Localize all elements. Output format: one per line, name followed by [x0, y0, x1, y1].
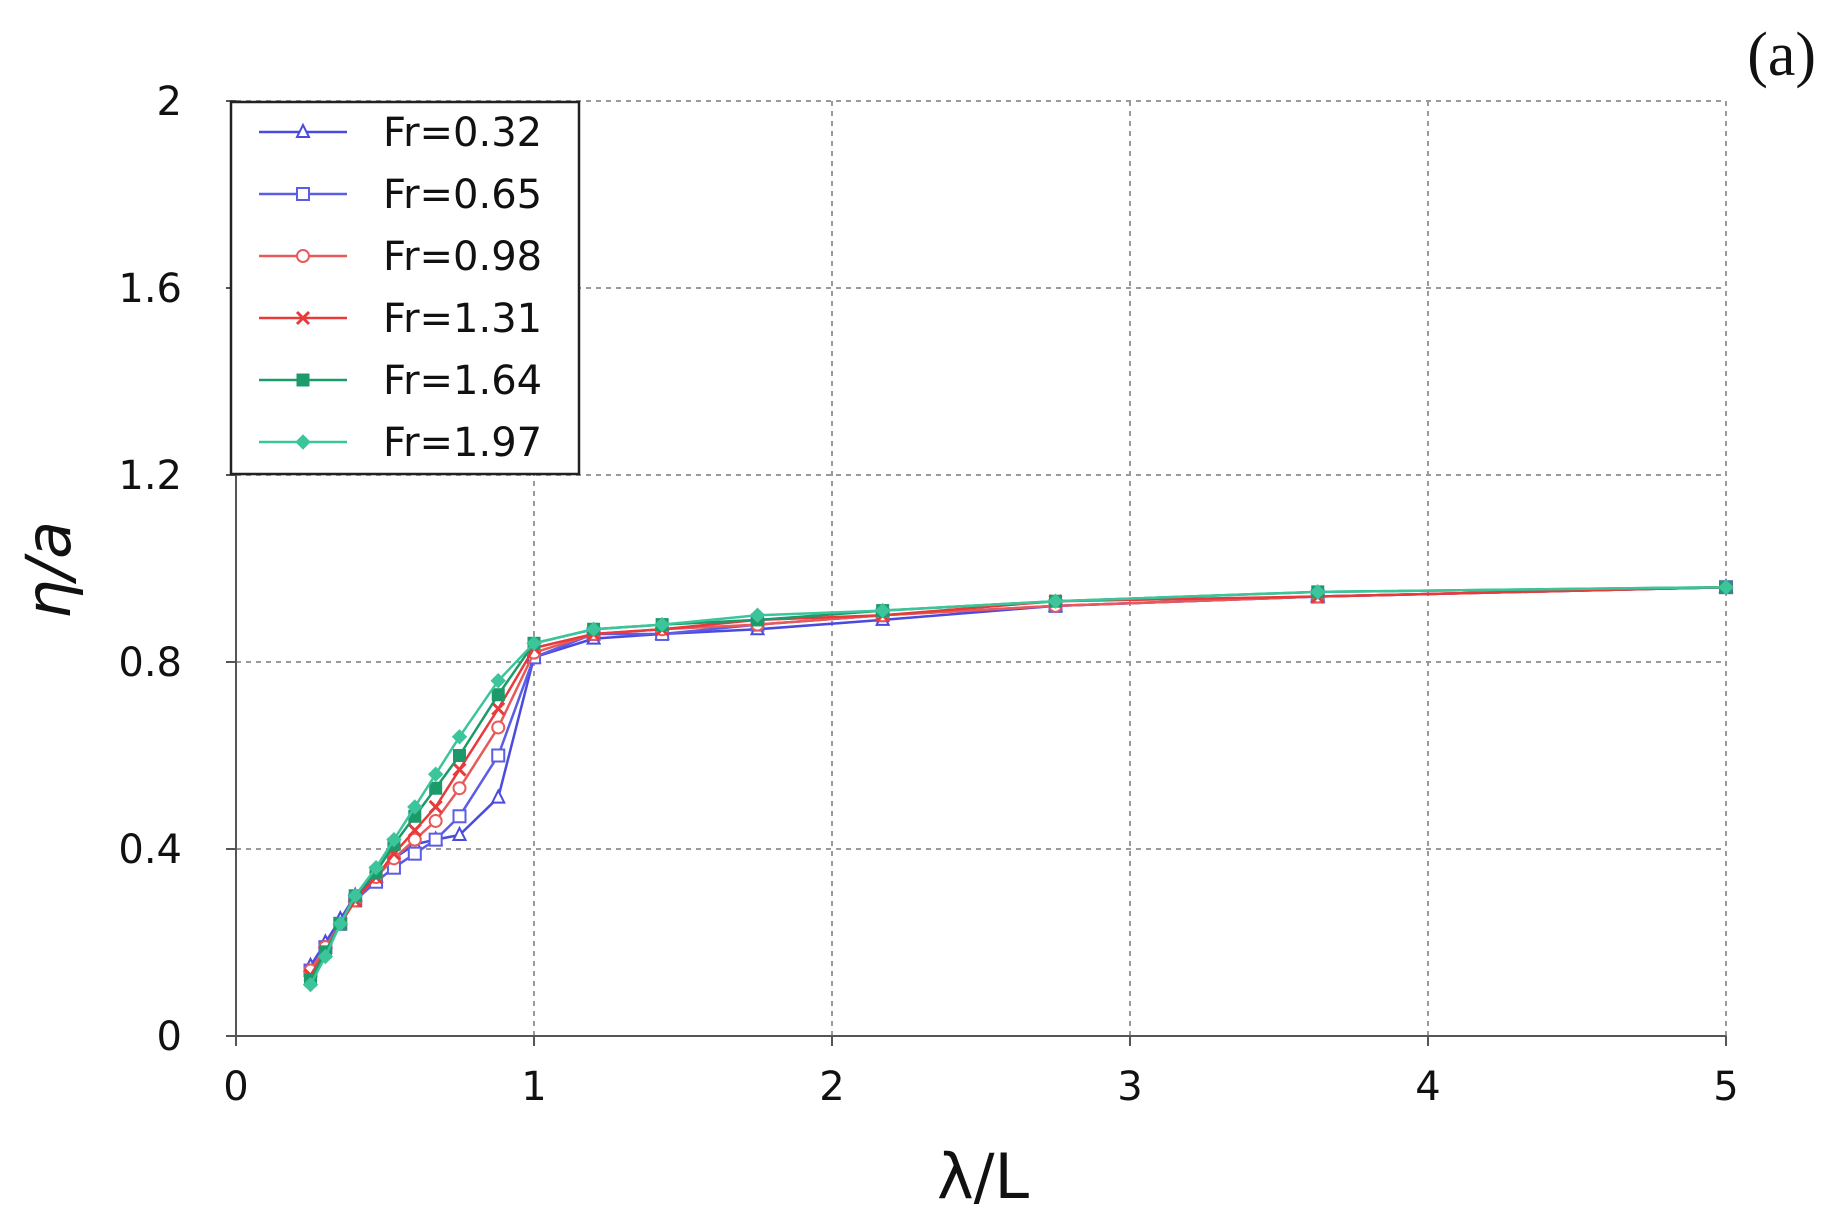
legend-label-6: Fr=1.97	[383, 420, 542, 466]
legend-box	[229, 100, 581, 476]
series-1-point-9	[451, 825, 468, 841]
x-tick-label-2: 2	[819, 1064, 844, 1110]
series-6-point-18	[1718, 579, 1734, 595]
legend-label-5: Fr=1.64	[383, 358, 542, 404]
series-5-point-8	[429, 781, 443, 795]
x-tick-label-5: 5	[1713, 1064, 1738, 1110]
x-tick-label-0: 0	[223, 1064, 248, 1110]
series-2-point-9	[452, 809, 467, 824]
series-2-point-10	[491, 748, 506, 763]
grid	[236, 100, 1727, 1036]
series-6-point-8	[427, 766, 444, 782]
series-6-point-17	[1310, 584, 1326, 600]
legend-marker-6	[295, 434, 311, 450]
series-6-point-2	[317, 948, 334, 965]
series-6-point-3	[332, 916, 349, 932]
series-6-point-15	[874, 602, 891, 619]
series-6-point-7	[407, 799, 423, 815]
x-tick-label-1: 1	[521, 1064, 546, 1110]
legend-label-2: Fr=0.65	[383, 172, 542, 218]
y-tick-labels: 0 0.4 0.8 1.2 1.6 2	[118, 79, 182, 1060]
series-4-point-10	[491, 701, 506, 716]
series-3-point-7	[407, 832, 422, 847]
series-6-point-12	[585, 621, 602, 637]
series-6-point-11	[526, 635, 542, 652]
series-6	[302, 579, 1734, 993]
legend-item-6: Fr=1.97	[259, 420, 542, 466]
legend-label-1: Fr=0.32	[383, 110, 542, 156]
legend: Fr=0.32 Fr=0.65 Fr=0.98 Fr=1.31 Fr=1.64 Fr=1.…	[229, 100, 581, 476]
series-layer	[302, 577, 1734, 993]
y-tick-label-5: 2	[157, 79, 182, 125]
series-6-point-16	[1047, 593, 1064, 609]
legend-item-5: Fr=1.64	[259, 358, 542, 404]
legend-item-2: Fr=0.65	[259, 172, 542, 218]
x-axis-title: λ/L	[937, 1140, 1030, 1213]
series-2-point-8	[428, 832, 443, 847]
x-tick-label-3: 3	[1117, 1064, 1142, 1110]
legend-item-3: Fr=0.98	[259, 234, 542, 280]
y-tick-label-2: 0.8	[118, 640, 182, 686]
legend-item-1: Fr=0.32	[259, 110, 542, 156]
series-3-point-10	[491, 720, 506, 735]
x-tick-labels: 0 1 2 3 4 5	[223, 1064, 1738, 1110]
legend-marker-3	[296, 249, 310, 263]
series-1-point-10	[490, 788, 506, 804]
series-4-point-7	[407, 823, 422, 838]
panel-label: (a)	[1747, 21, 1816, 89]
legend-marker-1	[295, 122, 311, 138]
series-2-point-7	[407, 846, 422, 861]
series-4-point-8	[428, 799, 443, 814]
series-6-point-6	[386, 831, 402, 848]
y-tick-label-3: 1.2	[118, 453, 182, 499]
series-5-point-10	[491, 688, 505, 702]
series-6-point-10	[490, 672, 506, 689]
series-3-point-9	[452, 781, 467, 796]
y-tick-label-1: 0.4	[118, 827, 182, 873]
legend-marker-2	[296, 187, 310, 201]
legend-marker-4	[295, 310, 311, 326]
y-axis-title: η/a	[12, 521, 85, 619]
legend-marker-5	[296, 373, 310, 387]
x-tick-label-4: 4	[1415, 1064, 1440, 1110]
legend-label-4: Fr=1.31	[383, 296, 542, 342]
series-4-point-9	[452, 762, 467, 777]
series-6-point-14	[749, 607, 766, 623]
series-3-point-8	[428, 813, 443, 828]
series-6-point-5	[368, 859, 384, 876]
series-6-point-4	[347, 888, 363, 904]
series-5-point-9	[453, 749, 466, 762]
series-6-point-9	[451, 729, 468, 745]
series-6-point-1	[302, 976, 319, 993]
y-tick-label-4: 1.6	[118, 266, 182, 312]
series-6-point-13	[654, 616, 670, 633]
legend-item-4: Fr=1.31	[259, 296, 542, 342]
legend-label-3: Fr=0.98	[383, 234, 542, 280]
y-tick-label-0: 0	[157, 1014, 182, 1060]
